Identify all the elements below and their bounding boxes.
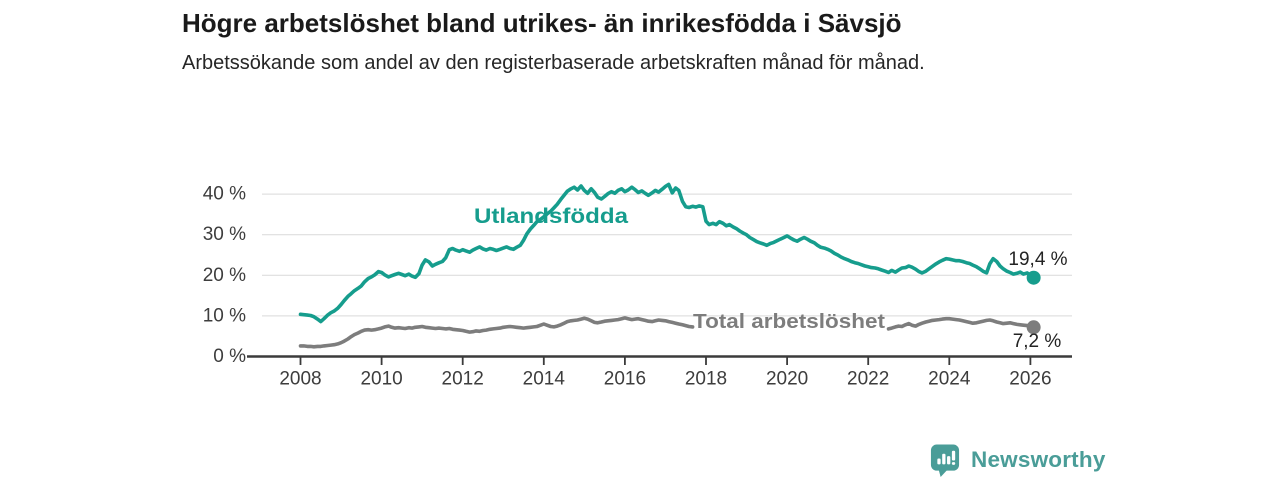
y-tick-label: 40 % (203, 184, 246, 205)
y-tick-label: 10 % (203, 305, 246, 326)
page-title: Högre arbetslöshet bland utrikes- än inr… (182, 8, 902, 38)
brand-footer: Newsworthy (929, 442, 1106, 478)
brand-name: Newsworthy (971, 447, 1106, 472)
x-tick-label: 2020 (766, 369, 808, 390)
series-line-utlandsfodda (298, 182, 1036, 324)
chart-subtitle: Arbetssökande som andel av den registerb… (182, 52, 925, 74)
x-tick-label: 2022 (847, 369, 889, 390)
y-axis-labels: 0 % 10 % 20 % 30 % 40 % (203, 184, 246, 367)
end-dot (1026, 270, 1041, 285)
x-tick-label: 2008 (279, 369, 321, 390)
newsworthy-logo-icon (930, 444, 960, 477)
end-value-label: 7,2 % (1013, 331, 1062, 352)
end-value-label: 19,4 % (1008, 249, 1067, 270)
x-tick-label: 2016 (604, 369, 646, 390)
x-tick-label: 2018 (685, 369, 727, 390)
series-label: Total arbetslöshet (693, 310, 885, 333)
x-tick-label: 2014 (523, 369, 566, 390)
series-label: Utlandsfödda (474, 205, 628, 228)
x-tick-label: 2026 (1009, 369, 1051, 390)
y-gridlines (262, 193, 1072, 317)
series-line-total (298, 316, 1036, 349)
y-tick-label: 20 % (203, 265, 246, 286)
end-dot (1026, 320, 1041, 335)
y-tick-label: 30 % (203, 224, 246, 245)
chart-header: Högre arbetslöshet bland utrikes- än inr… (182, 5, 925, 78)
x-tick-label: 2010 (360, 369, 402, 390)
x-tick-label: 2012 (442, 369, 484, 390)
x-tick-label: 2024 (928, 369, 971, 390)
x-axis: 2008 2010 2012 2014 2016 2018 2020 2022 2024 2026 (247, 355, 1072, 390)
y-tick-label: 0 % (213, 346, 246, 367)
